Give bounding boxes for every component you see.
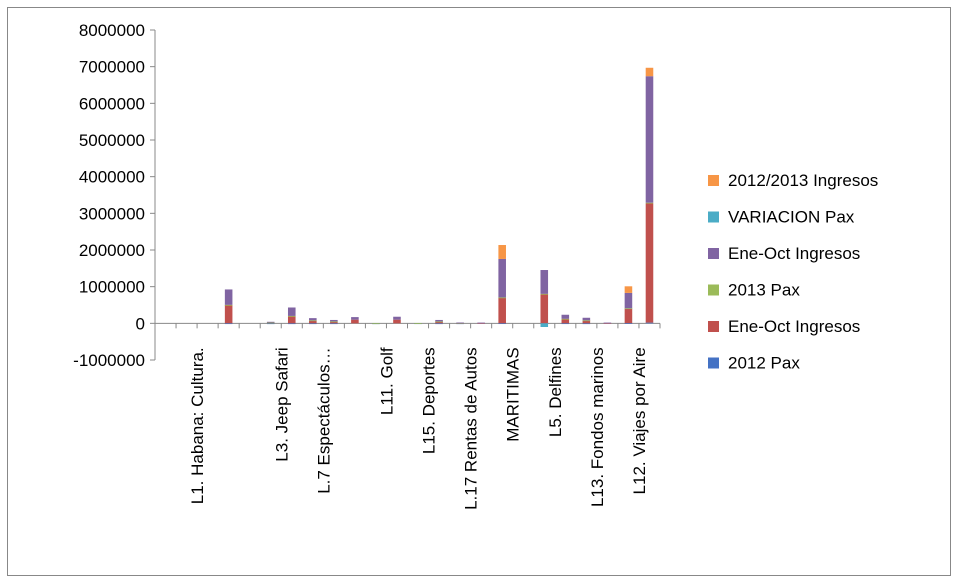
legend-swatch	[708, 321, 719, 332]
bar-segment	[266, 322, 275, 324]
bar-segment	[330, 321, 338, 323]
bar-segment	[456, 322, 464, 324]
y-tick-label: 4000000	[79, 168, 145, 187]
bar-segment	[351, 319, 359, 324]
bar-segment	[435, 321, 443, 323]
bar-segment	[351, 317, 359, 320]
legend-swatch	[708, 175, 719, 186]
legend-label: 2012 Pax	[728, 354, 800, 373]
x-tick-label: L3. Jeep Safari	[272, 347, 291, 461]
bar-segment	[603, 322, 612, 324]
bar-segment	[498, 323, 506, 325]
y-tick-label: 8000000	[79, 21, 145, 40]
bar-segment	[393, 316, 401, 320]
bar-segment	[287, 323, 296, 325]
bar-segment	[645, 76, 654, 203]
bar-segment	[309, 320, 317, 322]
bar-segment	[624, 286, 633, 293]
bar-segment	[561, 318, 570, 320]
bar-segment	[309, 320, 317, 324]
bar-segment	[540, 323, 549, 327]
bar-segment	[540, 293, 549, 324]
x-tick-label: L.7 Espectáculos…	[314, 347, 333, 493]
bar-segment	[435, 321, 443, 324]
bar-segment	[540, 270, 549, 294]
bar-segment	[287, 315, 296, 317]
bar-segment	[645, 203, 654, 323]
bar-segment	[582, 320, 591, 322]
bar-segment	[372, 323, 380, 325]
bar-segment	[582, 320, 591, 324]
bar-segment	[393, 319, 401, 324]
chart-frame	[7, 7, 951, 576]
bar-segment	[561, 314, 570, 319]
bar-segment	[435, 319, 443, 322]
bar-segment	[645, 202, 654, 204]
bar-segment	[645, 322, 654, 324]
bar-segment	[582, 317, 591, 321]
x-tick-label: MARITIMAS	[504, 347, 523, 441]
x-tick-label: L.17 Rentas de Autos	[462, 347, 481, 510]
bar-segment	[224, 304, 233, 324]
legend-label: VARIACION Pax	[728, 208, 855, 227]
bar-segment	[330, 321, 338, 324]
legend-label: Ene-Oct Ingresos	[728, 317, 860, 336]
legend-swatch	[708, 357, 719, 369]
bar-segment	[435, 323, 443, 325]
bar-segment	[624, 292, 633, 309]
bar-segment	[498, 297, 506, 324]
y-tick-label: 2000000	[79, 241, 145, 260]
bar-segment	[624, 308, 633, 310]
x-tick-label: L15. Deportes	[420, 347, 439, 454]
y-tick-label: 7000000	[79, 58, 145, 77]
bar-segment	[224, 289, 233, 305]
bar-segment	[266, 321, 275, 323]
x-tick-label: L5. Delfines	[546, 347, 565, 437]
x-tick-label: L12. Viajes por Aire	[630, 347, 649, 494]
bar-segment	[330, 323, 338, 325]
bar-segment	[287, 307, 296, 316]
y-tick-label: 1000000	[79, 278, 145, 297]
x-tick-label: L11. Golf	[377, 347, 396, 415]
bar-segment	[498, 245, 506, 259]
bar-segment	[309, 323, 317, 325]
bar-segment	[330, 319, 338, 322]
bar-segment	[561, 318, 570, 324]
y-tick-label: 0	[136, 314, 145, 333]
bar-segment	[624, 323, 633, 324]
bar-segment	[477, 322, 485, 324]
x-tick-label: L1. Habana: Cultura.	[188, 347, 207, 504]
bar-segment	[498, 258, 506, 298]
bar-segment	[645, 67, 654, 77]
y-tick-label: -1000000	[73, 351, 145, 370]
legend-swatch	[708, 248, 719, 259]
bar-segment	[224, 323, 233, 325]
bar-segment	[624, 308, 633, 324]
legend-swatch	[708, 284, 719, 296]
bar-segment	[224, 304, 233, 306]
bar-segment	[582, 323, 591, 325]
y-tick-label: 5000000	[79, 131, 145, 150]
legend-swatch	[708, 211, 719, 223]
bar-segment	[561, 323, 570, 325]
legend-label: 2013 Pax	[728, 281, 800, 300]
legend-label: Ene-Oct Ingresos	[728, 244, 860, 263]
bar-segment	[287, 315, 296, 324]
bar-segment	[498, 297, 506, 299]
bar-segment	[540, 293, 549, 295]
y-tick-label: 6000000	[79, 94, 145, 113]
legend-label: 2012/2013 Ingresos	[728, 171, 878, 190]
y-tick-label: 3000000	[79, 204, 145, 223]
bar-segment	[309, 318, 317, 321]
bar-segment	[266, 323, 275, 325]
bar-segment	[414, 323, 422, 324]
x-tick-label: L13. Fondos marinos	[588, 347, 607, 507]
